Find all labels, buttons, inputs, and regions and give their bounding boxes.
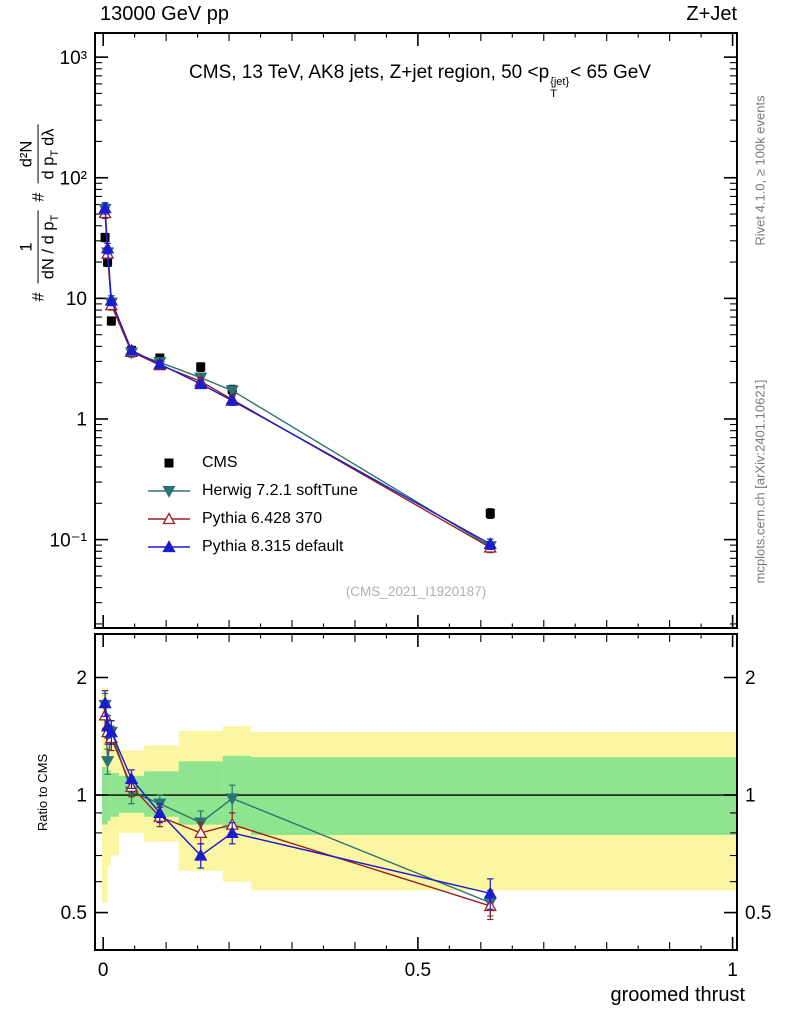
ratio-y-axis-label: Ratio to CMS [35,753,51,831]
ylabel-fraction-2: d²N d pTdλ [17,123,61,184]
pt-superscript: {jet} [550,76,570,88]
plot-title-text: CMS, 13 TeV, AK8 jets, Z+jet region, 50 … [189,62,550,83]
ylabel-fraction-1: 1 dN / d pT [17,210,61,283]
plot-title: CMS, 13 TeV, AK8 jets, Z+jet region, 50 … [105,62,735,100]
svg-text:0.5: 0.5 [405,960,431,981]
hash-symbol: # [29,291,48,302]
svg-text:1: 1 [76,410,87,431]
svg-text:1: 1 [76,786,87,807]
svg-text:1: 1 [727,960,738,981]
legend-label-cms: CMS [202,454,238,471]
hash-symbol: # [29,192,48,202]
herwig-marker-icon [148,485,190,498]
pythia8-marker-icon [148,540,190,553]
beam-energy-label: 13000 GeV pp [100,3,229,25]
pt-subscript: T [550,87,557,100]
x-axis-label: groomed thrust [610,984,745,1006]
rivet-version-note: Rivet 4.1.0, ≥ 100k events [752,94,768,246]
svg-text:1: 1 [745,786,756,807]
plot-title-end: < 65 GeV [570,62,651,83]
process-label: Z+Jet [686,3,737,25]
svg-text:10: 10 [66,289,87,310]
main-y-axis-label: # 1 dN / d pT # d²N d pTdλ [0,45,78,380]
legend-label-herwig: Herwig 7.2.1 softTune [202,482,358,499]
pt-jet-subsup: {jet} T [550,76,570,100]
analysis-id-watermark: (CMS_2021_I1920187) [345,584,487,599]
legend-item-cms: CMS [146,449,358,477]
legend-label-pythia8: Pythia 8.315 default [202,538,344,555]
svg-text:2: 2 [76,668,87,689]
pythia6-marker-icon [148,512,190,525]
svg-text:10²: 10² [60,168,87,189]
mcplots-arxiv-note: mcplots.cern.ch [arXiv:2401.10621] [752,379,768,583]
svg-text:2: 2 [745,668,756,689]
legend-item-pythia6: Pythia 6.428 370 [146,505,358,533]
legend-item-pythia8: Pythia 8.315 default [146,533,358,561]
legend-label-pythia6: Pythia 6.428 370 [202,510,323,527]
cms-marker-icon [164,458,174,468]
legend-item-herwig: Herwig 7.2.1 softTune [146,477,358,505]
svg-text:0.5: 0.5 [745,903,771,924]
svg-text:10⁻¹: 10⁻¹ [50,530,88,551]
svg-text:0: 0 [98,960,109,981]
svg-text:10³: 10³ [60,48,87,69]
legend: CMS Herwig 7.2.1 softTune Pythia 6.428 3… [146,449,358,561]
svg-text:0.5: 0.5 [61,903,87,924]
